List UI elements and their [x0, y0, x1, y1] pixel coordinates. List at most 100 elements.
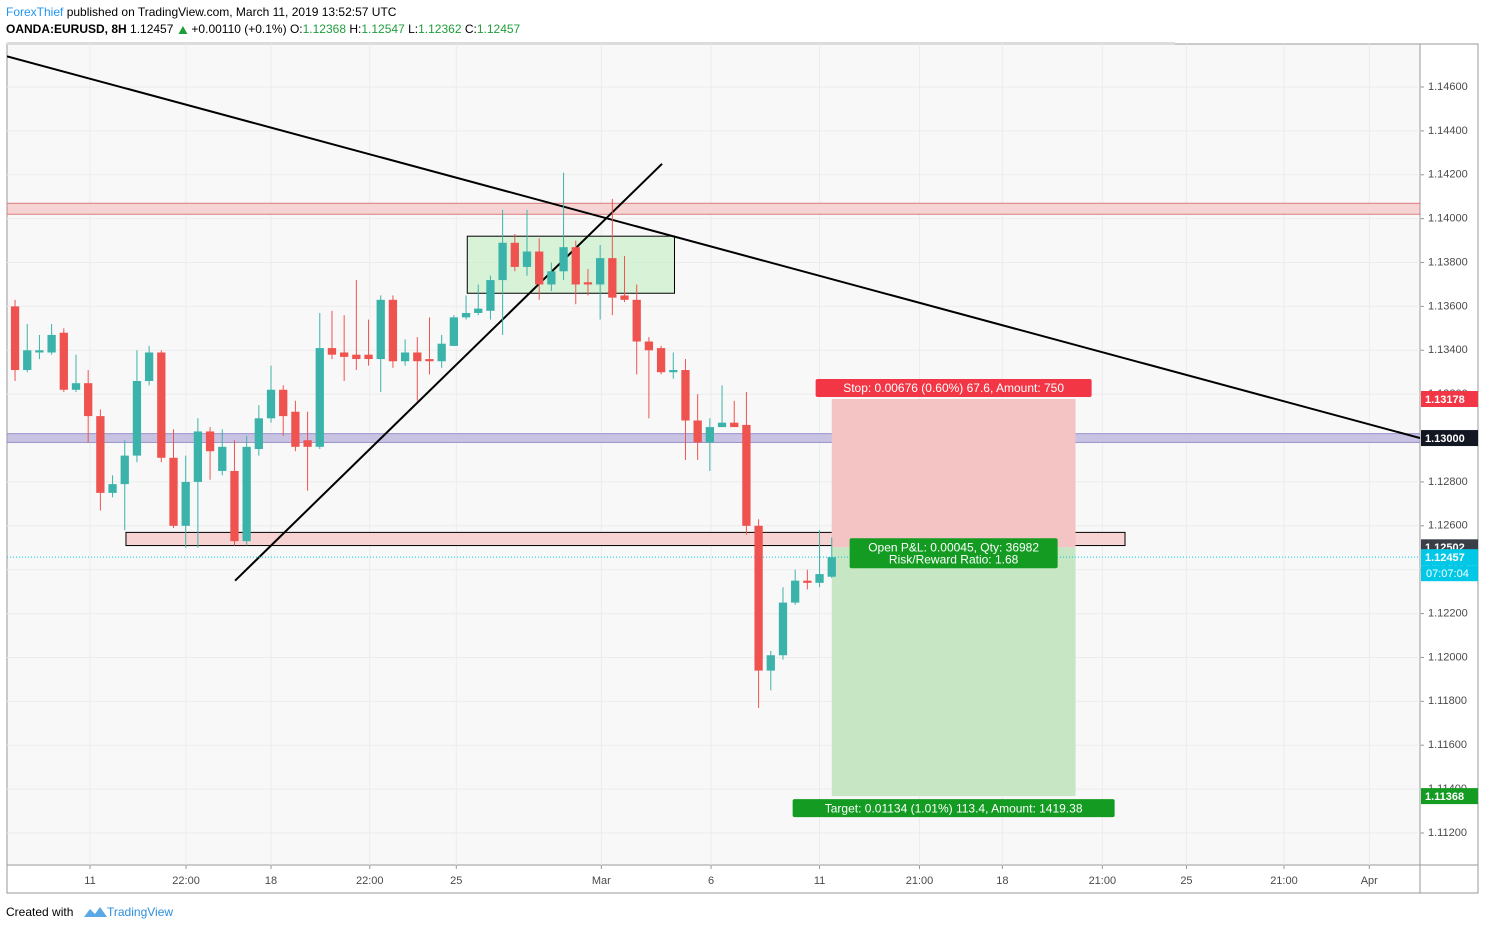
- x-tick-label: 21:00: [1089, 875, 1117, 887]
- candle-body: [547, 271, 556, 285]
- last-price: 1.12457: [130, 22, 174, 36]
- stop-zone: [831, 398, 1076, 548]
- x-tick-label: 18: [996, 875, 1008, 887]
- candle-body: [815, 574, 824, 583]
- x-tick-label: Mar: [592, 875, 611, 887]
- y-tick-label: 1.12800: [1428, 476, 1468, 488]
- candle-body: [266, 389, 276, 419]
- c-value: 1.12457: [477, 22, 521, 36]
- candle-body: [10, 306, 20, 371]
- y-tick-label: 1.11200: [1428, 827, 1467, 839]
- candle-body: [303, 440, 312, 447]
- y-tick-label: 1.13800: [1428, 256, 1468, 268]
- candle-body: [230, 470, 239, 542]
- candle-body: [522, 251, 532, 267]
- candle-body: [437, 343, 446, 362]
- x-tick-label: 22:00: [356, 875, 384, 887]
- candle-body: [352, 354, 361, 360]
- candle-body: [425, 359, 434, 362]
- candle-body: [803, 580, 812, 583]
- trend-line: [7, 55, 1420, 440]
- x-tick-label: 6: [708, 875, 714, 887]
- x-tick-label: 11: [84, 875, 95, 887]
- y-tick-label: 1.14600: [1428, 81, 1468, 93]
- symbol: OANDA:EURUSD, 8H: [6, 22, 127, 36]
- candle-body: [510, 242, 519, 267]
- axes: 1.14600 1.14400 1.14200 1.14000 1.13800 1.136…: [84, 81, 1478, 887]
- publish-line: ForexThief published on TradingView.com,…: [6, 5, 397, 19]
- candle-body: [144, 352, 154, 382]
- candle-body: [181, 481, 190, 526]
- c-label: C:: [465, 22, 477, 36]
- symbol-line: OANDA:EURUSD, 8H 1.12457 +0.00110 (+0.1%)…: [6, 22, 521, 36]
- y-tick-label: 1.14000: [1428, 213, 1468, 225]
- candle-body: [461, 312, 471, 318]
- candle-body: [388, 299, 398, 362]
- price-badge: [1421, 390, 1478, 407]
- x-tick-label: 21:00: [1270, 875, 1298, 887]
- candle-body: [498, 242, 507, 281]
- price-badge: [1421, 430, 1478, 447]
- candle-body: [656, 348, 666, 373]
- candle-body: [205, 431, 215, 452]
- y-tick-label: 1.11800: [1428, 695, 1467, 707]
- stop-label: Stop: 0.00676 (0.60%) 67.6, Amount: 750: [843, 381, 1064, 395]
- candle-body: [84, 383, 93, 417]
- candle-body: [486, 280, 495, 311]
- candle-body: [35, 350, 44, 353]
- o-label: O:: [290, 22, 303, 36]
- candle-body: [583, 282, 593, 285]
- candle-body: [47, 334, 56, 353]
- price-badge-label: 1.13178: [1425, 394, 1465, 406]
- o-value: 1.12368: [303, 22, 347, 36]
- l-label: L:: [408, 22, 418, 36]
- candle-body: [730, 422, 739, 428]
- footer-brand[interactable]: TradingView: [107, 905, 173, 919]
- y-tick-label: 1.13400: [1428, 344, 1468, 356]
- x-tick-label: 21:00: [906, 875, 934, 887]
- l-value: 1.12362: [418, 22, 462, 36]
- candle-body: [791, 580, 800, 603]
- price-badge-label: 1.11368: [1425, 791, 1464, 803]
- x-tick-label: 25: [450, 875, 462, 887]
- candle-body: [120, 455, 129, 485]
- candle-body: [766, 655, 775, 671]
- footer-created: Created with: [6, 905, 73, 919]
- x-tick-label: Apr: [1361, 875, 1378, 887]
- published: published on TradingView.com, March 11, …: [67, 5, 397, 19]
- price-badge-label: 1.12457: [1425, 552, 1465, 564]
- zone: [466, 235, 675, 294]
- x-tick-label: 25: [1180, 875, 1192, 887]
- h-label: H:: [349, 22, 361, 36]
- candle-body: [327, 348, 337, 355]
- candle-body: [449, 317, 459, 346]
- candle-body: [827, 557, 836, 577]
- y-tick-label: 1.14200: [1428, 169, 1468, 181]
- candle-body: [742, 424, 751, 526]
- candle-body: [193, 431, 203, 482]
- y-tick-label: 1.12000: [1428, 651, 1468, 663]
- candle-body: [132, 381, 142, 456]
- candle-body: [218, 446, 227, 471]
- candle-body: [315, 348, 324, 447]
- plot: Stop: 0.00676 (0.60%) 67.6, Amount: 750 T…: [7, 55, 1420, 818]
- candle-body: [778, 602, 788, 656]
- candle-body: [535, 251, 544, 285]
- candle-body: [71, 383, 81, 390]
- price-badge: [1421, 788, 1478, 805]
- candle-body: [620, 295, 629, 300]
- candle-body: [571, 247, 580, 285]
- y-tick-label: 1.11600: [1428, 739, 1467, 751]
- countdown: 07:07:04: [1426, 568, 1469, 580]
- candle-body: [413, 352, 422, 362]
- candle-body: [681, 370, 690, 421]
- pnl-label: Open P&L: 0.00045, Qty: 36982: [868, 540, 1039, 554]
- target-label: Target: 0.01134 (1.01%) 113.4, Amount: 1…: [825, 801, 1083, 815]
- candle-body: [23, 350, 32, 371]
- target-label-bg: [792, 799, 1115, 818]
- author[interactable]: ForexThief: [6, 5, 64, 19]
- candle-body: [96, 416, 105, 493]
- candle-body: [169, 457, 178, 526]
